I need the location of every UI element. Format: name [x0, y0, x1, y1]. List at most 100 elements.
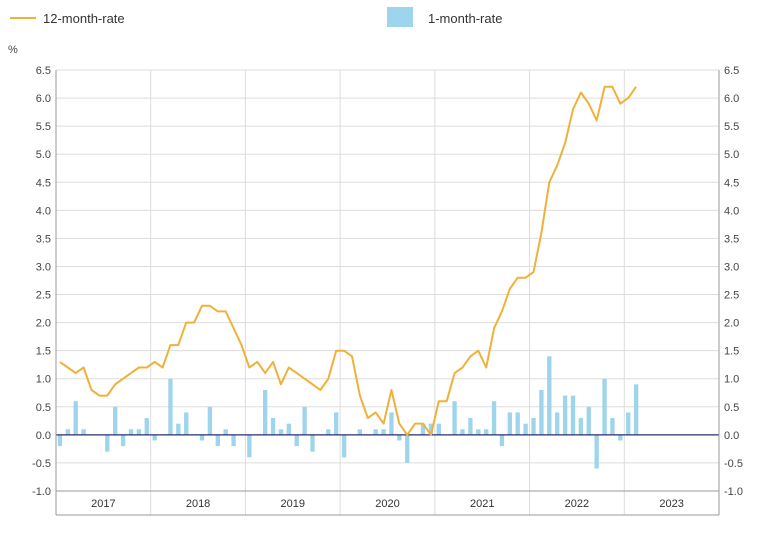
bar-1-month-rate [507, 412, 513, 435]
legend-item-12-month-rate[interactable]: 12-month-rate [10, 11, 125, 26]
bar-1-month-rate [531, 418, 536, 435]
x-tick-label-year: 2023 [659, 498, 683, 510]
y-tick-label-left: 3.5 [36, 233, 51, 245]
x-tick-label-year: 2020 [375, 498, 399, 510]
series-12-month-rate-line [59, 85, 637, 436]
bar-1-month-rate [73, 401, 78, 435]
legend-label-1-month-rate: 1-month-rate [428, 11, 502, 26]
bar-1-month-rate [231, 434, 236, 447]
bar-1-month-rate [278, 429, 284, 435]
y-tick-label-left: 0.5 [36, 402, 51, 414]
y-tick-label-right: -1.0 [724, 486, 743, 498]
y-tick-label-right: 6.5 [724, 65, 739, 77]
bar-1-month-rate [57, 434, 63, 447]
x-tick-label-year: 2018 [186, 498, 210, 510]
y-tick-label-right: 3.0 [724, 261, 739, 273]
bar-1-month-rate [626, 412, 631, 435]
bar-1-month-rate [223, 429, 228, 435]
y-tick-label-left: 4.5 [36, 177, 51, 189]
x-tick-label-year: 2022 [565, 498, 589, 510]
bar-1-month-rate [199, 434, 205, 441]
grid [55, 69, 720, 515]
y-tick-label-right: -0.5 [724, 458, 743, 470]
legend-item-1-month-rate[interactable]: 1-month-rate [387, 7, 502, 27]
bar-1-month-rate [168, 378, 173, 435]
y-axis-left: -1.0 -0.5 0.0 0.5 1.0 1.5 2.0 2.5 3.0 3.5 4.0 4.5 5.… [32, 65, 51, 498]
bar-1-month-rate [610, 418, 615, 435]
bar-1-month-rate [618, 434, 623, 441]
bar-1-month-rate [152, 434, 157, 441]
bar-1-month-rate [381, 429, 386, 435]
bar-1-month-rate [547, 356, 552, 435]
bar-1-month-rate [460, 429, 465, 435]
bar-1-month-rate [270, 418, 276, 435]
bar-1-month-rate [207, 406, 213, 435]
bar-1-month-rate [420, 423, 426, 435]
y-tick-label-left: 1.0 [36, 374, 51, 386]
y-tick-label-right: 4.5 [724, 177, 739, 189]
y-tick-label-left: 4.0 [36, 205, 51, 217]
y-tick-label-right: 0.5 [724, 402, 739, 414]
y-axis-unit: % [8, 44, 18, 56]
bar-1-month-rate [357, 429, 363, 435]
y-tick-label-left: 6.5 [36, 65, 51, 77]
y-tick-label-right: 3.5 [724, 233, 739, 245]
bar-1-month-rate [483, 429, 489, 435]
bar-1-month-rate [405, 434, 410, 463]
bar-1-month-rate [515, 412, 520, 435]
bar-1-month-rate [262, 389, 268, 435]
y-tick-label-right: 6.0 [724, 93, 739, 105]
bar-1-month-rate [128, 429, 134, 435]
bar-1-month-rate [81, 429, 86, 435]
bar-1-month-rate [176, 423, 181, 435]
bar-1-month-rate [523, 423, 528, 435]
bar-1-month-rate [570, 395, 576, 435]
bar-1-month-rate [326, 429, 331, 435]
legend-label-12-month-rate: 12-month-rate [43, 11, 125, 26]
bar-1-month-rate [428, 423, 434, 435]
bar-1-month-rate [602, 378, 607, 435]
bar-1-month-rate [389, 412, 394, 435]
y-tick-label-left: -1.0 [32, 486, 51, 498]
bar-1-month-rate [310, 434, 315, 452]
bar-1-month-rate [594, 434, 599, 469]
bar-1-month-rate [468, 418, 473, 435]
bar-1-month-rate [539, 389, 544, 435]
bar-1-month-rate [586, 406, 591, 435]
y-tick-label-left: 2.0 [36, 318, 51, 330]
y-tick-label-right: 2.0 [724, 318, 739, 330]
y-tick-label-right: 5.5 [724, 121, 739, 133]
y-tick-label-left: 2.5 [36, 290, 51, 302]
bar-1-month-rate [555, 412, 560, 435]
series-1-month-rate-bars [57, 356, 639, 469]
bar-1-month-rate [136, 429, 142, 435]
legend-bar-swatch [387, 7, 413, 27]
bar-1-month-rate [105, 434, 110, 452]
bar-1-month-rate [491, 401, 497, 435]
bar-1-month-rate [215, 434, 220, 447]
bar-1-month-rate [144, 418, 149, 435]
y-tick-label-right: 2.5 [724, 290, 739, 302]
x-axis: 2017 2018 2019 2020 2021 2022 2023 [55, 70, 720, 516]
bar-1-month-rate [113, 406, 118, 435]
bar-1-month-rate [65, 429, 71, 435]
bar-1-month-rate [562, 395, 568, 435]
line-12-month-rate [59, 85, 637, 436]
bar-1-month-rate [452, 401, 457, 435]
bar-1-month-rate [633, 384, 639, 435]
y-tick-label-left: 1.5 [36, 346, 51, 358]
y-tick-label-left: -0.5 [32, 458, 51, 470]
y-tick-label-right: 5.0 [724, 149, 739, 161]
x-tick-label-year: 2021 [470, 498, 494, 510]
bar-1-month-rate [499, 434, 505, 447]
bar-1-month-rate [302, 406, 307, 435]
bar-1-month-rate [184, 412, 189, 435]
bar-1-month-rate [120, 434, 126, 447]
bar-1-month-rate [397, 434, 402, 441]
x-tick-label-year: 2017 [91, 498, 115, 510]
bar-1-month-rate [247, 434, 252, 458]
bar-1-month-rate [286, 423, 292, 435]
y-tick-label-left: 6.0 [36, 93, 51, 105]
y-tick-label-left: 5.5 [36, 121, 51, 133]
